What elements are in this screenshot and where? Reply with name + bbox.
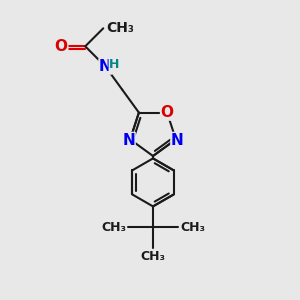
Text: O: O [55, 39, 68, 54]
Text: O: O [160, 105, 174, 120]
Text: CH₃: CH₃ [180, 221, 205, 234]
Text: N: N [171, 133, 184, 148]
Text: N: N [122, 133, 135, 148]
Text: N: N [99, 59, 112, 74]
Text: CH₃: CH₃ [140, 250, 166, 263]
Text: H: H [109, 58, 120, 71]
Text: CH₃: CH₃ [101, 221, 126, 234]
Text: CH₃: CH₃ [106, 21, 134, 35]
